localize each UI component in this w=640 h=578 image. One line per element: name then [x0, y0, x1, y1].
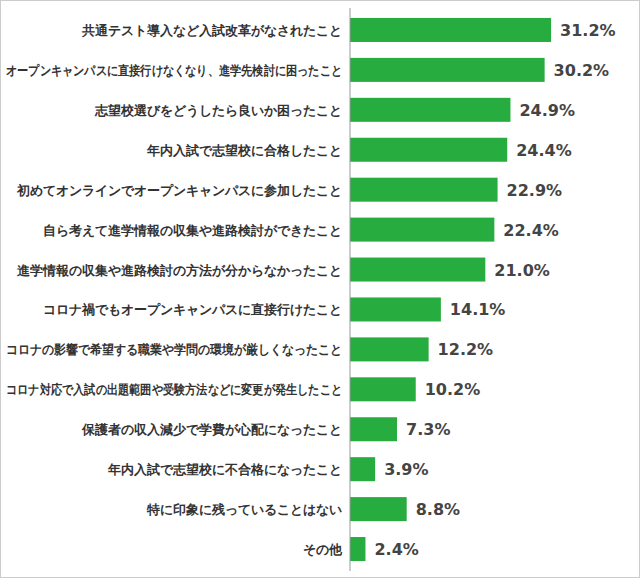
- category-label: 志望校選びをどうしたら良いか困ったこと: [94, 103, 342, 118]
- category-label: 共通テスト導入など入試改革がなされたこと: [81, 23, 342, 38]
- category-label: コロナの影響で希望する職業や学問の環境が厳しくなったこと: [6, 342, 342, 357]
- bar: [350, 297, 441, 321]
- category-label: 年内入試で志望校に合格したこと: [146, 143, 342, 158]
- category-label: コロナ禍でもオープンキャンパスに直接行けたこと: [43, 302, 342, 317]
- category-label: 進学情報の収集や進路検討の方法が分からなかったこと: [16, 263, 342, 278]
- data-label: 30.2%: [554, 61, 610, 80]
- bar: [350, 377, 416, 401]
- data-label: 21.0%: [494, 261, 550, 280]
- category-label: 特に印象に残っていることはない: [146, 502, 342, 517]
- data-label: 2.4%: [374, 540, 418, 559]
- data-label: 7.3%: [406, 420, 450, 439]
- data-label: 24.4%: [516, 141, 572, 160]
- category-label: 保護者の収入減少で学費が心配になったこと: [81, 422, 342, 437]
- category-label: 初めてオンラインでオープンキャンパスに参加したこと: [16, 183, 342, 198]
- data-label: 14.1%: [450, 300, 506, 319]
- bar: [350, 98, 510, 122]
- bar: [350, 337, 429, 361]
- data-label: 24.9%: [519, 101, 575, 120]
- category-label: オープンキャンパスに直接行けなくなり、進学先検討に困ったこと: [6, 63, 342, 78]
- axis-line: [350, 8, 351, 571]
- bars: [350, 18, 551, 561]
- chart: 共通テスト導入など入試改革がなされたこと 31.2% オープンキャンパスに直接行けな…: [0, 0, 640, 578]
- data-label: 8.8%: [416, 500, 460, 519]
- data-label: 3.9%: [384, 460, 428, 479]
- category-label: 年内入試で志望校に不合格になったこと: [107, 462, 342, 477]
- category-label: コロナ対応で入試の出題範囲や受験方法などに変更が発生したこと: [6, 382, 342, 397]
- data-label: 31.2%: [560, 21, 616, 40]
- bar: [350, 18, 551, 42]
- category-label: その他: [303, 542, 343, 557]
- bar: [350, 138, 507, 162]
- bar: [350, 457, 375, 481]
- bar: [350, 58, 545, 82]
- data-label: 12.2%: [438, 340, 494, 359]
- bar: [350, 178, 498, 202]
- bar: [350, 417, 397, 441]
- data-label: 22.4%: [503, 221, 559, 240]
- bar: [350, 537, 365, 561]
- bar: [350, 497, 407, 521]
- data-label: 10.2%: [425, 380, 481, 399]
- frame: [1, 1, 640, 578]
- bar: [350, 218, 494, 242]
- category-label: 自ら考えて進学情報の収集や進路検討ができたこと: [43, 223, 342, 238]
- bar: [350, 258, 485, 282]
- data-label: 22.9%: [507, 181, 563, 200]
